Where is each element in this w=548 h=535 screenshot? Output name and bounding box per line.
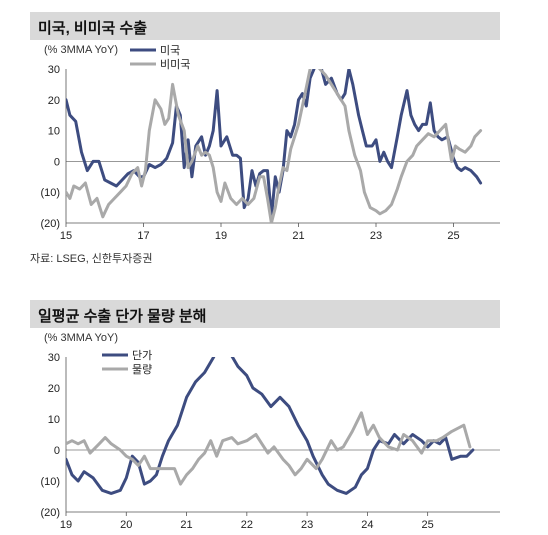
chart1-unit-label: (% 3MMA YoY) — [44, 44, 118, 56]
chart2-xtick-label: 21 — [180, 519, 192, 531]
chart2-series-1-line — [66, 357, 475, 495]
chart1-xtick-label: 17 — [137, 230, 149, 242]
chart1-xtick-label: 19 — [215, 230, 227, 242]
chart1-series-2-line — [66, 69, 483, 223]
chart2-ytick-label: 10 — [48, 414, 60, 426]
chart2-xtick-label: 19 — [60, 519, 72, 531]
chart2-series-2-line — [66, 411, 472, 486]
chart1-ytick-label: 30 — [48, 64, 60, 76]
chart2-legend-label-1: 단가 — [132, 349, 152, 362]
chart2-ytick-label: 30 — [48, 352, 60, 364]
chart1-xtick-label: 21 — [292, 230, 304, 242]
chart2-ytick-label: 20 — [48, 383, 60, 395]
chart1-ytick-label: 20 — [48, 95, 60, 107]
chart2-xtick-label: 23 — [301, 519, 313, 531]
chart2-header: 일평균 수출 단가 물량 분해 — [30, 300, 500, 328]
source-note: 자료: LSEG, 신한투자증권 — [30, 253, 153, 265]
chart1-xtick-label: 15 — [60, 230, 72, 242]
chart2-unit-label: (% 3MMA YoY) — [44, 332, 118, 344]
chart1-ytick-label: 10 — [48, 126, 60, 138]
chart2-ytick-label: (10) — [40, 476, 60, 488]
chart1-ytick-label: (20) — [40, 218, 60, 230]
chart1-legend-label-2: 비미국 — [160, 58, 190, 71]
chart2-ytick-label: 0 — [54, 445, 60, 457]
chart2-xtick-label: 22 — [241, 519, 253, 531]
chart2-legend-label-2: 물량 — [132, 363, 152, 376]
chart1-legend-label-1: 미국 — [160, 44, 180, 57]
chart2-title: 일평균 수출 단가 물량 분해 — [38, 308, 207, 325]
chart1-ytick-label: 0 — [54, 156, 60, 168]
chart2-xtick-label: 24 — [361, 519, 373, 531]
chart2-xtick-label: 25 — [422, 519, 434, 531]
chart2-ytick-label: (20) — [40, 507, 60, 519]
chart1-xtick-label: 23 — [370, 230, 382, 242]
chart1-title: 미국, 비미국 수출 — [38, 20, 148, 37]
chart2-xtick-label: 20 — [120, 519, 132, 531]
chart1-xtick-label: 25 — [447, 230, 459, 242]
chart1-ytick-label: (10) — [40, 187, 60, 199]
chart1-header: 미국, 비미국 수출 — [30, 12, 500, 40]
